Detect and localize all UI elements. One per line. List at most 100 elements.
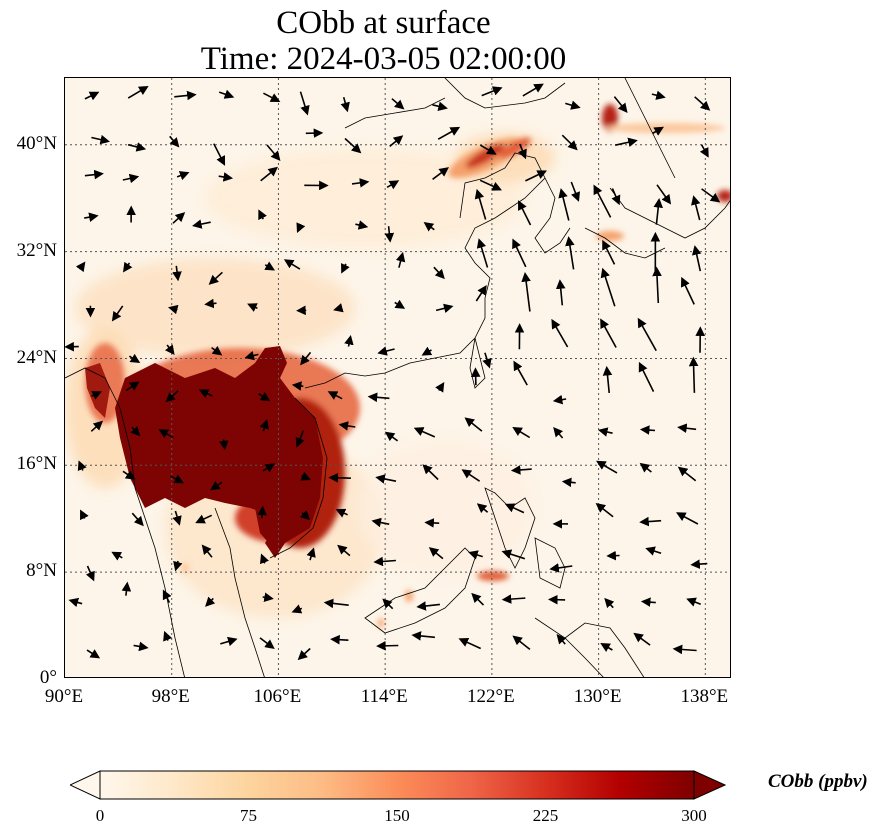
wind-arrow (565, 236, 575, 270)
wind-arrow (297, 647, 311, 661)
plume-northeast-china (181, 104, 730, 628)
x-tick-label: 130°E (573, 686, 622, 707)
wind-arrow (593, 184, 612, 218)
wind-arrow (479, 144, 497, 155)
wind-arrow (260, 166, 278, 182)
wind-arrow (111, 551, 123, 561)
wind-arrow (259, 419, 269, 432)
wind-arrow (125, 381, 140, 392)
wind-arrow (435, 303, 454, 314)
x-tick-label: 138°E (680, 686, 729, 707)
wind-arrow (479, 179, 503, 191)
wind-arrow (522, 83, 544, 97)
wind-arrow (481, 86, 503, 97)
wind-arrow (512, 635, 531, 651)
wind-arrow (675, 512, 699, 525)
wind-arrow (602, 365, 613, 393)
wind-arrow (476, 503, 489, 514)
wind-arrow (258, 391, 271, 402)
map-panel (64, 77, 731, 678)
wind-arrow (596, 460, 618, 474)
wind-arrow (615, 137, 638, 147)
wind-arrow (335, 508, 348, 518)
wind-arrow (84, 212, 99, 222)
wind-arrow (653, 198, 663, 225)
wind-arrow (639, 425, 656, 435)
wind-arrow (600, 267, 616, 307)
colorbar (70, 770, 726, 800)
colorbar-tick-label: 300 (681, 806, 707, 825)
wind-arrow (340, 96, 350, 113)
wind-arrow (513, 360, 528, 386)
wind-arrow (172, 212, 186, 224)
colorbar-gradient (99, 770, 695, 800)
y-tick-label: 8°N (26, 560, 57, 582)
wind-arrow (677, 423, 697, 433)
wind-arrow (262, 463, 276, 473)
map-canvas (65, 78, 730, 677)
wind-arrow (377, 346, 395, 356)
wind-arrow (597, 427, 613, 437)
wind-arrow (651, 90, 666, 100)
wind-arrow (482, 352, 492, 369)
wind-arrow (375, 474, 397, 484)
wind-arrow (210, 481, 223, 491)
wind-arrow (306, 547, 316, 561)
wind-arrow (435, 382, 445, 393)
wind-arrow (173, 560, 183, 572)
wind-arrow (327, 391, 343, 400)
wind-arrow (474, 188, 487, 220)
wind-arrow (330, 634, 349, 645)
colorbar-extend-low (70, 770, 101, 800)
wind-arrow (68, 597, 83, 608)
x-tick-label: 90°E (44, 686, 84, 707)
wind-arrow (639, 516, 662, 527)
wind-arrow (558, 188, 570, 221)
wind-arrow (672, 644, 697, 655)
wind-arrow (86, 649, 101, 659)
wind-arrow (604, 597, 615, 609)
wind-arrow (555, 279, 566, 306)
wind-arrow (204, 298, 217, 309)
wind-arrow (422, 464, 439, 481)
wind-arrow (639, 462, 652, 473)
wind-arrow (651, 126, 664, 136)
y-tick-label: 24°N (16, 346, 57, 368)
wind-arrow (283, 259, 301, 270)
wind-arrow (266, 144, 281, 161)
wind-arrow (395, 251, 406, 268)
wind-arrow (338, 421, 356, 431)
wind-arrow (602, 239, 616, 265)
wind-arrow (220, 636, 238, 647)
colorbar-tick-label: 150 (384, 806, 410, 825)
wind-arrow (600, 318, 617, 348)
wind-arrow (291, 604, 303, 614)
wind-arrow (553, 426, 564, 439)
wind-arrow (218, 172, 234, 182)
wind-arrow (122, 173, 140, 184)
wind-arrow (211, 345, 223, 356)
wind-arrow (694, 96, 711, 111)
wind-arrow (247, 303, 258, 312)
wind-arrow (551, 318, 569, 348)
wind-arrow (461, 469, 481, 482)
wind-arrow (300, 351, 312, 366)
wind-arrow (169, 135, 180, 148)
wind-arrow (127, 142, 147, 152)
wind-arrow (464, 417, 483, 432)
wind-arrow (416, 601, 440, 611)
wind-arrow (525, 170, 547, 182)
wind-arrow (424, 518, 440, 528)
wind-arrow (258, 209, 267, 221)
wind-arrow (91, 391, 102, 400)
wind-arrow (328, 473, 351, 483)
wind-arrow (421, 346, 433, 356)
wind-arrow (691, 245, 702, 272)
wind-arrow (411, 631, 435, 641)
x-tick-label: 106°E (253, 686, 302, 707)
wind-arrow (85, 565, 95, 582)
wind-arrow (656, 184, 672, 205)
wind-arrow (165, 344, 175, 355)
wind-arrow (244, 350, 259, 361)
wind-arrow (122, 470, 136, 480)
